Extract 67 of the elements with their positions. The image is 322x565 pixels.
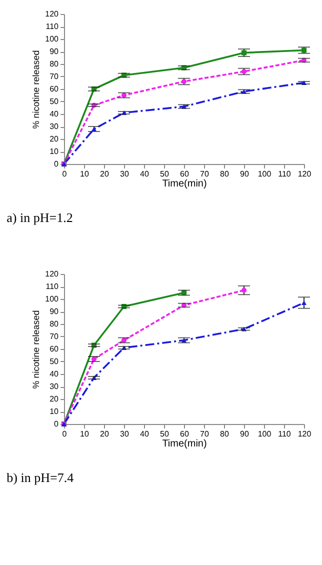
y-tick-label: 70 [50,332,60,341]
x-axis-title: Time(min) [162,178,207,190]
x-tick-label: 100 [258,430,272,438]
point [301,300,307,305]
point [181,338,187,342]
x-tick-label: 40 [140,170,150,178]
y-tick-label: 90 [50,47,60,56]
y-tick-label: 40 [50,370,60,378]
point [91,126,97,132]
x-tick-label: 80 [220,430,230,438]
y-tick-label: 70 [50,72,60,81]
y-tick-label: 10 [50,147,60,156]
y-tick-label: 10 [50,407,60,416]
y-tick-label: 100 [45,294,60,304]
y-tick-label: 60 [50,84,60,94]
y-tick-label: 100 [45,34,60,44]
x-tick-label: 30 [120,430,130,438]
x-tick-label: 10 [80,430,90,438]
x-tick-label: 30 [120,170,130,178]
point [241,50,247,56]
y-tick-label: 20 [50,134,60,144]
y-tick-label: 120 [45,270,60,278]
x-tick-label: 80 [220,170,230,178]
point [301,48,307,53]
point [241,288,247,293]
x-tick-label: 120 [298,170,312,178]
x-tick-label: 10 [80,170,90,178]
point [91,356,97,362]
x-axis-title: Time(min) [162,438,207,450]
point [241,68,247,74]
x-tick-label: 110 [278,430,292,438]
y-tick-label: 50 [50,357,60,366]
x-tick-label: 60 [180,430,190,438]
y-tick-label: 0 [54,420,60,428]
y-tick-label: 0 [54,160,60,168]
x-tick-label: 100 [258,170,272,178]
text: a) in pH=1.2 [6,210,73,225]
y-tick-label: 90 [50,307,60,316]
y-tick-label: 80 [50,320,60,328]
y-tick-label: 110 [46,22,60,31]
y-tick-label: 20 [50,394,60,404]
y-axis-title: % nicotine released [31,50,42,129]
x-tick-label: 20 [100,430,110,438]
x-tick-label: 0 [62,430,68,438]
y-tick-label: 110 [46,282,60,291]
y-tick-label: 30 [50,122,60,131]
x-tick-label: 110 [278,170,292,178]
y-tick-label: 40 [50,110,60,118]
y-tick-label: 60 [50,344,60,354]
x-tick-label: 70 [200,170,210,178]
x-tick-label: 20 [100,170,110,178]
y-tick-label: 50 [50,97,60,106]
y-tick-label: 120 [45,10,60,18]
y-tick-label: 30 [50,382,60,391]
x-tick-label: 50 [160,430,170,438]
x-tick-label: 0 [62,170,68,178]
x-tick-label: 90 [240,430,250,438]
y-tick-label: 80 [50,60,60,68]
x-tick-label: 90 [240,170,250,178]
point [181,78,187,84]
x-tick-label: 60 [180,170,190,178]
x-tick-label: 50 [160,170,170,178]
x-tick-label: 70 [200,430,210,438]
x-tick-label: 120 [298,430,312,438]
y-axis-title: % nicotine released [31,310,42,389]
text: b) in pH=7.4 [6,470,74,485]
x-tick-label: 40 [140,430,150,438]
